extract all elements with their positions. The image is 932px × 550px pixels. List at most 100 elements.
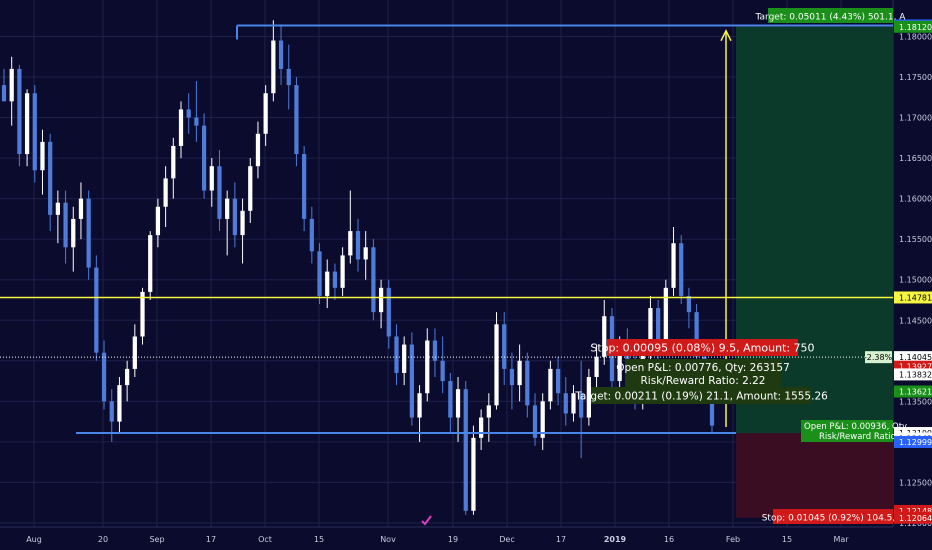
time-tick-label: Sep bbox=[149, 535, 164, 544]
candle-body bbox=[548, 368, 553, 402]
time-tick-label: 20 bbox=[98, 535, 108, 544]
candle-body bbox=[309, 218, 314, 252]
long-stop-label[interactable]: Stop: 0.01045 (0.92%) 104.5, A bbox=[762, 509, 905, 524]
candle-body bbox=[294, 85, 299, 155]
price-badge-text: 1.14781 bbox=[899, 293, 932, 302]
price-tick-label: 1.17500 bbox=[899, 73, 932, 82]
long-target-label-bg bbox=[768, 8, 893, 23]
candle-body bbox=[109, 401, 114, 422]
short-pnl-text: Open P&L: 0.00776, Qty: 263157 bbox=[616, 362, 790, 374]
candle-body bbox=[402, 344, 407, 373]
candle-body bbox=[48, 141, 53, 215]
short-stop-label-bg bbox=[607, 339, 798, 356]
price-badge: 1.13832 bbox=[894, 368, 932, 381]
price-badge-bg bbox=[894, 351, 932, 364]
time-axis[interactable]: Aug 20 Sep 17 Oct 15 Nov 19 Dec 17 2019 16 Feb 15 Mar bbox=[26, 535, 849, 544]
candle-body bbox=[255, 133, 261, 167]
price-badge: 1.12999 bbox=[894, 435, 932, 448]
time-tick-label: 2019 bbox=[604, 535, 627, 544]
candle-body bbox=[709, 385, 715, 426]
price-badge-bg bbox=[894, 368, 932, 381]
candle-body bbox=[563, 393, 568, 414]
candle-body bbox=[201, 125, 207, 191]
price-badge-bg bbox=[894, 435, 932, 448]
long-target-label-text: Target: 0.05011 (4.43%) 501.1, A bbox=[755, 13, 907, 23]
candle-body bbox=[425, 340, 430, 394]
short-stop-label[interactable]: Stop: 0.00095 (0.08%) 9.5, Amount: 750 bbox=[590, 339, 815, 356]
price-badge-text: 1.12148 bbox=[899, 507, 932, 516]
candle-body bbox=[24, 93, 30, 155]
candle-body bbox=[286, 68, 291, 86]
price-badge-text: 1.12064 bbox=[899, 514, 932, 523]
candle-body bbox=[571, 393, 576, 414]
candle-body bbox=[194, 117, 199, 126]
candle-body bbox=[594, 356, 599, 378]
price-badge-text: 1.14045 bbox=[899, 353, 932, 362]
price-badge-bg bbox=[894, 20, 932, 33]
price-tick-label: 1.12500 bbox=[899, 478, 932, 487]
percent-badge: -2.38% bbox=[864, 351, 893, 364]
short-pnl-bg bbox=[625, 359, 781, 387]
candle-body bbox=[217, 166, 222, 219]
candle-body bbox=[232, 198, 237, 236]
time-tick-label: 17 bbox=[556, 535, 566, 544]
price-badge-bg bbox=[894, 385, 932, 398]
candle-body bbox=[225, 198, 230, 219]
event-check-icon[interactable] bbox=[421, 515, 432, 526]
candle-body bbox=[471, 437, 476, 511]
short-pnl-label[interactable]: Open P&L: 0.00776, Qty: 263157Risk/Rewar… bbox=[616, 359, 790, 387]
price-badge-bg bbox=[894, 291, 932, 304]
candle-body bbox=[378, 287, 384, 313]
candle-body bbox=[178, 109, 184, 146]
candle-body bbox=[332, 271, 338, 288]
candle-body bbox=[340, 255, 345, 288]
candle-body bbox=[663, 287, 668, 345]
candle-body bbox=[502, 324, 507, 369]
price-tick-label: 1.17000 bbox=[899, 114, 932, 123]
candle-body bbox=[532, 405, 538, 438]
price-badge: 1.13621 bbox=[894, 385, 932, 398]
candle-body bbox=[617, 344, 622, 382]
percent-badge-text: -2.38% bbox=[864, 353, 893, 362]
candle-body bbox=[463, 389, 468, 511]
candle-body bbox=[325, 271, 330, 296]
candle-body bbox=[155, 206, 161, 236]
short-target-label-text: Target: 0.00211 (0.19%) 21.1, Amount: 15… bbox=[574, 391, 828, 403]
percent-badge-bg bbox=[865, 351, 892, 364]
price-tick-label: 1.14500 bbox=[899, 316, 932, 325]
candle-body bbox=[78, 198, 84, 219]
time-tick-label: Oct bbox=[258, 535, 272, 544]
price-badge-text: 1.13832 bbox=[899, 370, 932, 379]
candle-body bbox=[132, 336, 137, 369]
candle-body bbox=[271, 40, 276, 94]
annotations: Stop: 0.00095 (0.08%) 9.5, Amount: 750 Op… bbox=[421, 8, 907, 526]
long-target-label[interactable]: Target: 0.05011 (4.43%) 501.1, A bbox=[755, 8, 907, 23]
short-target-label[interactable]: Target: 0.00211 (0.19%) 21.1, Amount: 15… bbox=[574, 387, 828, 404]
price-badge-text: 1.13621 bbox=[899, 388, 932, 397]
candle-body bbox=[509, 368, 515, 386]
candle-body bbox=[525, 360, 530, 406]
candle-body bbox=[432, 340, 438, 361]
target-arrow-head bbox=[720, 29, 732, 42]
time-tick-label: Nov bbox=[380, 535, 396, 544]
candle-body bbox=[140, 291, 145, 337]
price-axis[interactable]: 1.18000 1.17500 1.17000 1.16500 1.16000 1.155… bbox=[894, 19, 932, 528]
candle-body bbox=[163, 178, 168, 207]
short-ratio-text: Risk/Reward Ratio: 2.22 bbox=[641, 375, 766, 387]
time-tick-label: Mar bbox=[833, 535, 849, 544]
candle-body bbox=[17, 68, 22, 155]
candle-body bbox=[479, 417, 484, 438]
candle-body bbox=[386, 287, 391, 337]
candle-body bbox=[540, 401, 545, 438]
candle-body bbox=[9, 68, 14, 102]
candle-body bbox=[278, 40, 284, 69]
position-zones bbox=[736, 26, 893, 518]
time-tick-label: 19 bbox=[448, 535, 458, 544]
candle-body bbox=[586, 377, 591, 418]
candle-body bbox=[186, 109, 191, 118]
price-badge-text: 1.13927 bbox=[899, 363, 932, 372]
stop-zone bbox=[736, 433, 893, 518]
candle-body bbox=[494, 324, 499, 406]
